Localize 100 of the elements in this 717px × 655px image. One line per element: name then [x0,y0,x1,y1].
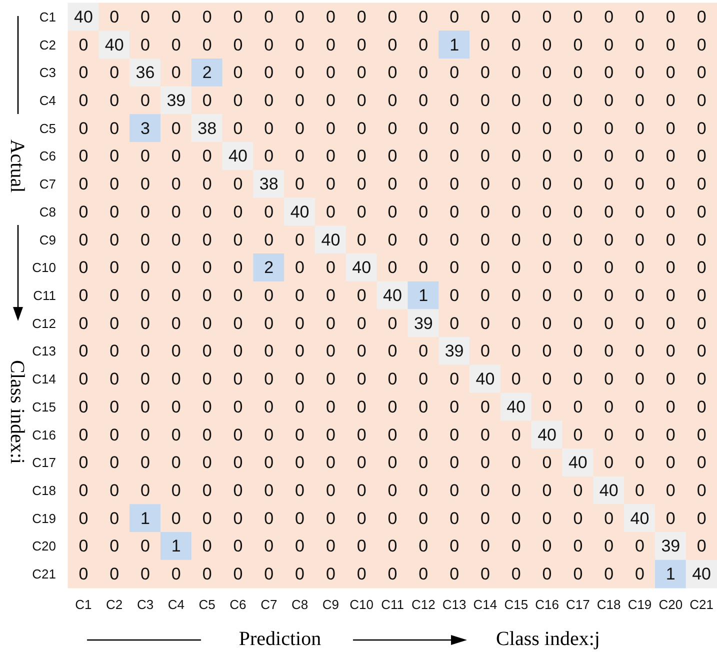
data-label: 0 [326,63,336,82]
data-label: 0 [480,146,490,166]
data-label: 0 [666,202,676,222]
data-label: 0 [264,536,274,556]
data-label: 0 [233,370,243,389]
data-label: 0 [202,35,212,54]
data-label: 0 [480,425,490,444]
data-label: 0 [78,342,88,361]
data-label: 0 [696,7,706,26]
data-label: 39 [414,314,433,333]
data-label: 0 [511,258,521,278]
data-label: 0 [542,258,552,278]
y-tick-label: C4 [39,93,56,108]
data-label: 0 [110,564,120,584]
data-label: 0 [696,370,706,389]
text: Class index:i [5,360,28,464]
data-label: 0 [326,370,336,389]
data-label: 0 [542,508,552,528]
data-label: 0 [264,230,274,250]
data-label: 0 [635,7,644,26]
data-label: 0 [295,314,305,333]
data-label: 0 [264,481,274,500]
y-tick-label: C7 [39,176,56,192]
data-label: 0 [388,230,398,250]
data-label: 0 [295,564,305,584]
data-label: 0 [78,146,88,166]
data-label: 1 [450,35,460,54]
data-label: 0 [450,174,460,194]
data-label: 0 [696,508,706,528]
data-label: 0 [202,258,212,278]
data-label: 0 [635,397,644,416]
data-label: 0 [110,508,120,528]
x-tick-label: C14 [473,597,498,612]
data-label: 0 [696,230,706,250]
data-label: 0 [78,481,88,500]
data-label: 0 [326,91,336,110]
data-label: 39 [166,91,186,110]
data-label: 0 [635,230,644,250]
data-label: 0 [295,230,305,250]
data-label: 0 [295,146,305,166]
data-label: 0 [78,174,88,194]
data-label: 0 [511,536,521,556]
data-label: 0 [78,258,88,278]
data-label: 40 [692,564,712,584]
data-label: 0 [450,453,460,472]
data-label: 0 [78,63,88,82]
data-label: 0 [233,397,243,416]
data-label: 0 [511,286,521,305]
data-label: 0 [418,370,428,389]
data-label: 0 [418,425,428,444]
data-label: 0 [480,286,490,305]
data-label: 0 [202,481,212,500]
data-label: 0 [326,342,336,361]
data-label: 0 [511,35,521,54]
data-label: 0 [696,202,706,222]
data-label: 0 [388,370,398,389]
data-label: 0 [326,536,336,556]
data-label: 0 [666,481,676,500]
data-label: 0 [480,564,490,584]
data-label: 0 [696,536,706,556]
data-label: 0 [110,230,120,250]
x-tick-label: C10 [350,597,374,612]
data-label: 0 [295,508,305,528]
data-label: 0 [696,286,706,305]
data-label: 0 [202,286,212,305]
data-label: 0 [78,564,88,584]
data-label: 0 [264,370,274,389]
data-label: 0 [388,342,398,361]
data-label: 0 [573,397,583,416]
data-label: 0 [573,508,583,528]
data-label: 0 [511,202,521,222]
data-label: 0 [542,314,552,333]
data-label: 0 [666,146,676,166]
data-label: 0 [356,397,366,416]
data-label: 40 [321,230,340,250]
data-label: 0 [573,174,583,194]
data-label: 0 [573,342,583,361]
data-label: 0 [202,508,212,528]
data-label: 0 [295,286,305,305]
data-label: 0 [171,230,181,250]
data-label: 1 [140,508,150,528]
data-label: 0 [450,7,460,26]
data-label: 0 [295,453,305,472]
data-label: 0 [604,118,614,138]
data-label: 0 [666,286,676,305]
data-label: 0 [480,7,490,26]
y-tick-label: C6 [39,148,56,164]
data-label: 0 [696,258,706,278]
data-label: 0 [295,258,305,278]
data-label: 0 [356,564,366,584]
data-label: 0 [264,118,274,138]
data-label: 0 [140,370,150,389]
data-label: 0 [295,425,305,444]
data-label: 0 [202,397,212,416]
data-label: 0 [635,258,644,278]
data-label: 0 [542,35,552,54]
data-label: 0 [78,453,88,472]
data-label: 0 [511,453,521,472]
data-label: 0 [480,230,490,250]
data-label: 0 [542,453,552,472]
